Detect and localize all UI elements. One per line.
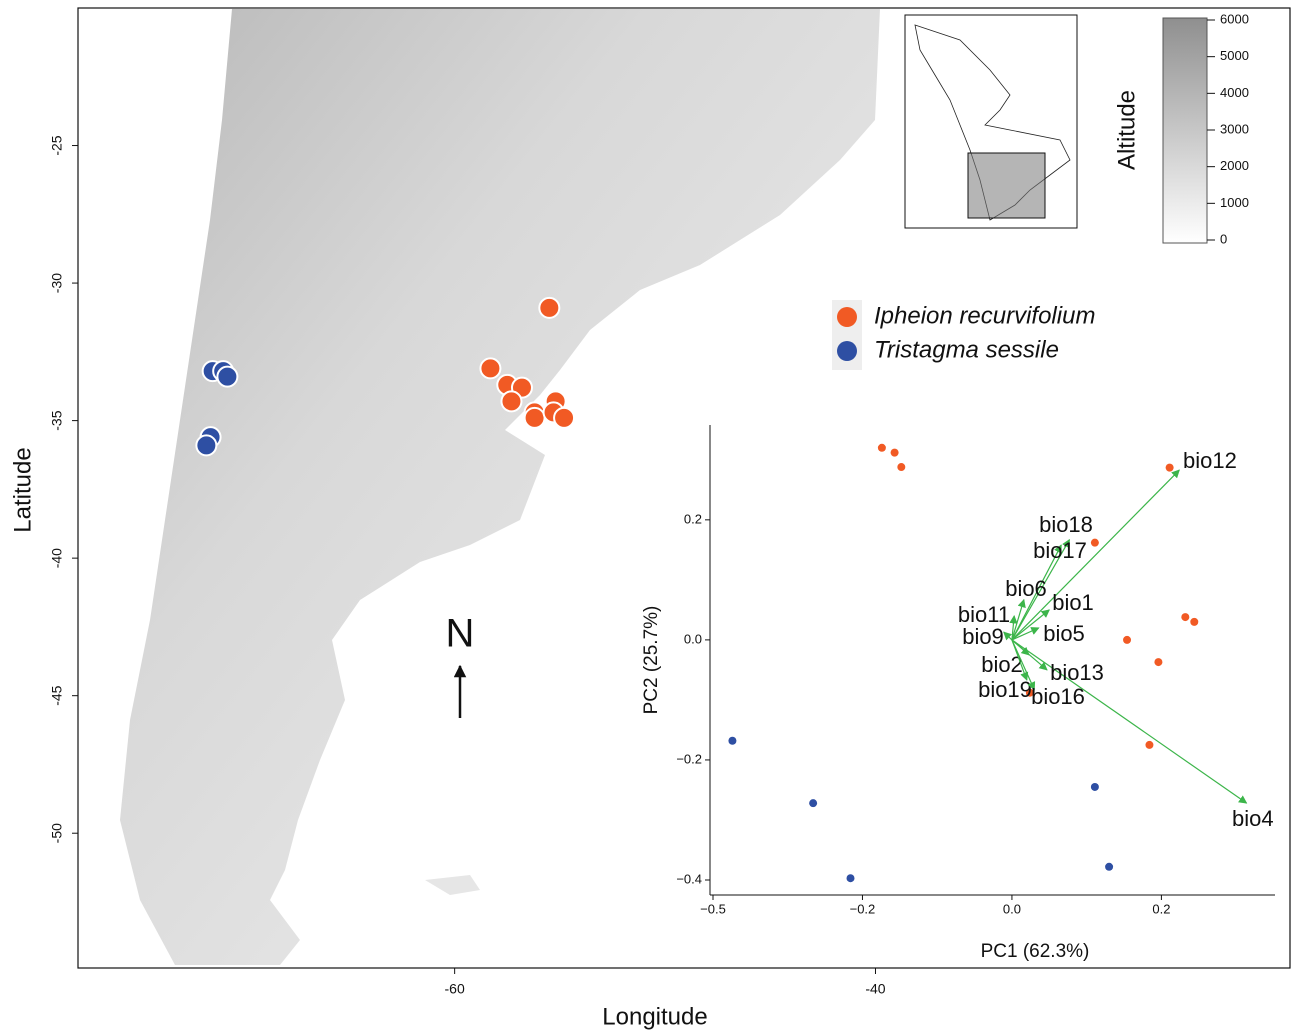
y-tick-label: 0.0 [684,631,702,646]
loading-label: bio13 [1050,660,1104,685]
x-tick-label: −0.2 [850,901,876,916]
pca-point [1145,741,1153,749]
loading-label: bio9 [962,624,1004,649]
pca-point [1190,618,1198,626]
loading-label: bio12 [1183,448,1237,473]
y-tick-label: 0.2 [684,511,702,526]
loading-label: bio19 [978,677,1032,702]
colorbar-tick-label: 5000 [1220,48,1249,63]
y-tick-label: -45 [49,685,65,705]
colorbar-tick-label: 3000 [1220,121,1249,136]
y-tick-label: -35 [49,410,65,430]
colorbar-tick-label: 2000 [1220,158,1249,173]
pca-point [1166,464,1174,472]
legend-marker [837,341,857,361]
occurrence-point [539,298,559,318]
colorbar-tick-label: 6000 [1220,11,1249,26]
y-tick-label: -30 [49,273,65,293]
x-tick-label: 0.2 [1152,901,1170,916]
occurrence-point [554,408,574,428]
occurrence-point [217,367,237,387]
x-axis-label: PC1 (62.3%) [981,941,1090,962]
y-tick-label: −0.4 [676,871,702,886]
y-axis-label: PC2 (25.7%) [641,606,662,715]
y-tick-label: −0.2 [676,751,702,766]
loading-label: bio4 [1232,806,1274,831]
loading-label: bio17 [1033,538,1087,563]
y-tick-label: -40 [49,548,65,568]
legend-marker [837,307,857,327]
y-axis-label: Latitude [9,447,36,532]
north-label: N [446,612,475,656]
pca-point [1154,658,1162,666]
pca-point [897,463,905,471]
x-axis-label: Longitude [602,1003,707,1030]
pca-point [1181,613,1189,621]
pca-point [1091,539,1099,547]
loading-label: bio6 [1005,576,1047,601]
occurrence-point [480,358,500,378]
occurrence-point [196,435,216,455]
loading-label: bio18 [1039,512,1093,537]
legend-label: Tristagma sessile [874,336,1059,363]
legend-label: Ipheion recurvifolium [874,302,1095,329]
pca-point [878,444,886,452]
colorbar-tick-label: 1000 [1220,195,1249,210]
pca-point [1105,863,1113,871]
x-tick-label: 0.0 [1003,901,1021,916]
y-tick-label: -25 [49,135,65,155]
loading-label: bio1 [1052,590,1094,615]
inset-extent [968,153,1045,218]
y-tick-label: -50 [49,823,65,843]
loading-label: bio16 [1031,684,1085,709]
occurrence-point [501,391,521,411]
loading-label: bio2 [981,652,1023,677]
pca-point [1091,783,1099,791]
colorbar-tick-label: 0 [1220,231,1227,246]
pca-point [1123,636,1131,644]
x-tick-label: −0.5 [700,901,726,916]
pca-point [728,737,736,745]
occurrence-point [525,408,545,428]
pca-point [809,799,817,807]
x-tick-label: -60 [445,981,465,997]
loading-label: bio5 [1043,621,1085,646]
altitude-colorbar [1163,18,1207,243]
figure: -60 -40 -25 -30 -35 -40 -45 -50 Longitude Latitud… [0,0,1295,1035]
colorbar-tick-label: 4000 [1220,85,1249,100]
pca-point [847,874,855,882]
x-tick-label: -40 [865,981,885,997]
colorbar-label: Altitude [1113,90,1140,170]
pca-point [891,449,899,457]
